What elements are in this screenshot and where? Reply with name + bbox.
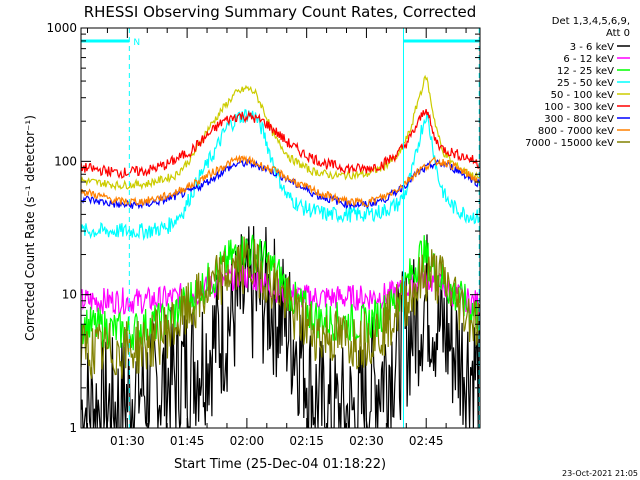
series-line-800-7000-keV: [81, 154, 480, 208]
y-tick-label: 1: [69, 421, 77, 435]
legend-entry: 800 - 7000 keV: [538, 126, 614, 137]
timestamp: 23-Oct-2021 21:05: [562, 469, 638, 478]
y-axis-label-text: Corrected Count Rate (s⁻¹ detector⁻¹): [23, 115, 37, 341]
y-tick-label: 1000: [46, 21, 77, 35]
x-tick-label: 01:45: [170, 434, 205, 448]
x-tick-label: 02:30: [349, 434, 384, 448]
legend-entry: 50 - 100 keV: [551, 90, 615, 101]
legend-entry: 12 - 25 keV: [557, 66, 614, 77]
plot-area: N 1 10 100 1000 01:30 01:45 02:00 02:15 02:30 02:4…: [46, 21, 481, 448]
series-line-25-50-keV: [81, 108, 480, 241]
legend-entry: 7000 - 15000 keV: [525, 138, 614, 149]
y-tick-label: 10: [62, 288, 77, 302]
series-group: [81, 74, 480, 428]
legend-entry: 6 - 12 keV: [563, 54, 614, 65]
series-line-50-100-keV: [81, 74, 480, 191]
legend-entry: 25 - 50 keV: [557, 78, 614, 89]
y-axis-label: Corrected Count Rate (s⁻¹ detector⁻¹): [23, 115, 37, 341]
series-line-100-300-keV: [81, 108, 480, 179]
x-axis-label: Start Time (25-Dec-04 01:18:22): [174, 457, 386, 472]
x-tick-label: 02:45: [409, 434, 444, 448]
series-line-7000-15000-keV: [81, 236, 480, 379]
legend-entry: 100 - 300 keV: [544, 102, 614, 113]
x-tick-label: 02:15: [289, 434, 324, 448]
legend-header: Det 1,3,4,5,6,9,: [552, 16, 630, 27]
x-tick-label: 01:30: [110, 434, 145, 448]
legend-header: Att 0: [606, 28, 630, 39]
legend-entry: 3 - 6 keV: [570, 42, 614, 53]
axes-frame: [80, 27, 481, 429]
saa-label: N: [133, 38, 140, 48]
y-tick-label: 100: [54, 154, 77, 168]
x-tick-label: 02:00: [230, 434, 265, 448]
chart-title: RHESSI Observing Summary Count Rates, Co…: [84, 3, 477, 21]
legend-entry: 300 - 800 keV: [544, 114, 614, 125]
